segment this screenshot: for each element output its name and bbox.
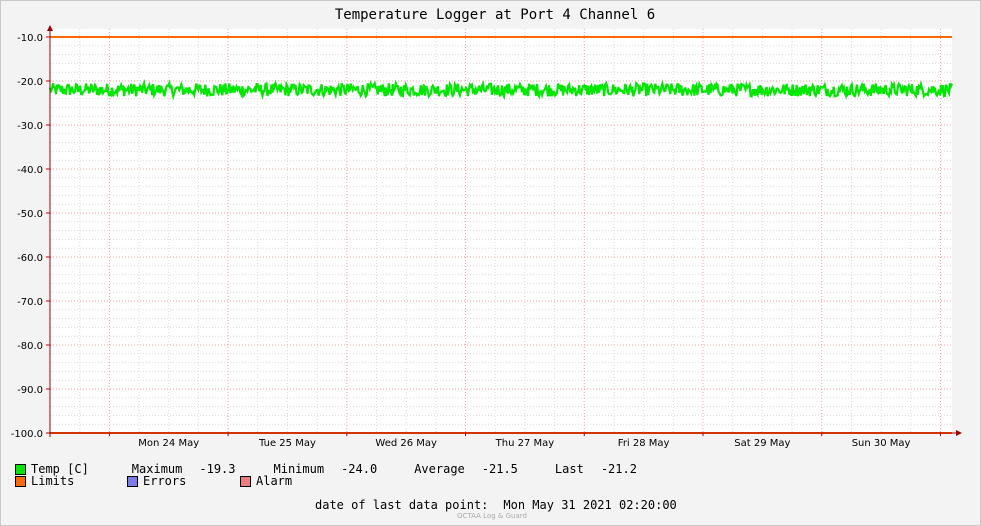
y-tick-label: -100.0: [11, 429, 43, 440]
legend-temp: Temp [C]: [15, 462, 89, 476]
average-value: -21.5: [481, 462, 518, 476]
watermark: OCTAA Log & Guard: [457, 512, 527, 520]
alarm-swatch: [240, 475, 251, 487]
y-tick-label: -10.0: [17, 33, 43, 44]
x-tick-label: Fri 28 May: [618, 438, 670, 449]
y-tick-label: -50.0: [17, 209, 43, 220]
major-grid: [46, 29, 952, 434]
minor-grid: [50, 29, 952, 433]
legend-row-2: Limits Errors Alarm: [15, 474, 292, 488]
chart-title: Temperature Logger at Port 4 Channel 6: [335, 7, 655, 23]
minimum-label: Minimum: [273, 462, 325, 476]
x-tick-label: Sat 29 May: [734, 438, 790, 449]
maximum-label: Maximum: [131, 462, 183, 476]
legend-limits: Limits: [15, 474, 127, 488]
x-tick-label: Wed 26 May: [375, 438, 437, 449]
x-tick-label: Thu 27 May: [495, 438, 555, 449]
last-value: -21.2: [600, 462, 637, 476]
legend-alarm: Alarm: [240, 474, 292, 488]
legend-limits-label: Limits: [31, 474, 75, 488]
temp-swatch: [15, 463, 26, 475]
y-axis-arrow: [47, 25, 53, 31]
y-tick-label: -30.0: [17, 121, 43, 132]
temp-line: [48, 79, 954, 101]
legend-row-1: Temp [C] Maximum -19.3 Minimum -24.0 Ave…: [15, 462, 637, 476]
x-axis-arrow: [956, 430, 962, 436]
y-tick-labels: -10.0 -20.0 -30.0 -40.0 -50.0 -60.0 -70.0 -80.0…: [11, 33, 43, 440]
y-tick-label: -20.0: [17, 77, 43, 88]
y-tick-label: -70.0: [17, 297, 43, 308]
y-tick-label: -40.0: [17, 165, 43, 176]
legend-errors: Errors: [127, 474, 240, 488]
last-data-point-value: Mon May 31 2021 02:20:00: [503, 498, 677, 512]
temp-series: [48, 79, 954, 101]
x-tick-label: Sun 30 May: [852, 438, 911, 449]
legend-errors-label: Errors: [143, 474, 187, 488]
y-tick-label: -60.0: [17, 253, 43, 264]
x-tick-labels: Mon 24 May Tue 25 May Wed 26 May Thu 27 May…: [138, 438, 910, 449]
legend-alarm-label: Alarm: [256, 474, 293, 488]
last-data-point-label: date of last data point:: [315, 498, 489, 512]
axes: [46, 25, 962, 437]
minimum-value: -24.0: [341, 462, 378, 476]
maximum-value: -19.3: [199, 462, 236, 476]
last-label: Last: [554, 462, 584, 476]
x-tick-label: Mon 24 May: [138, 438, 199, 449]
limits-swatch: [15, 475, 26, 487]
last-data-point: date of last data point: Mon May 31 2021…: [315, 498, 677, 512]
average-label: Average: [414, 462, 465, 476]
errors-swatch: [127, 475, 138, 487]
y-tick-label: -90.0: [17, 385, 43, 396]
legend-temp-label: Temp [C]: [31, 462, 89, 476]
y-tick-label: -80.0: [17, 341, 43, 352]
x-tick-label: Tue 25 May: [258, 438, 316, 449]
